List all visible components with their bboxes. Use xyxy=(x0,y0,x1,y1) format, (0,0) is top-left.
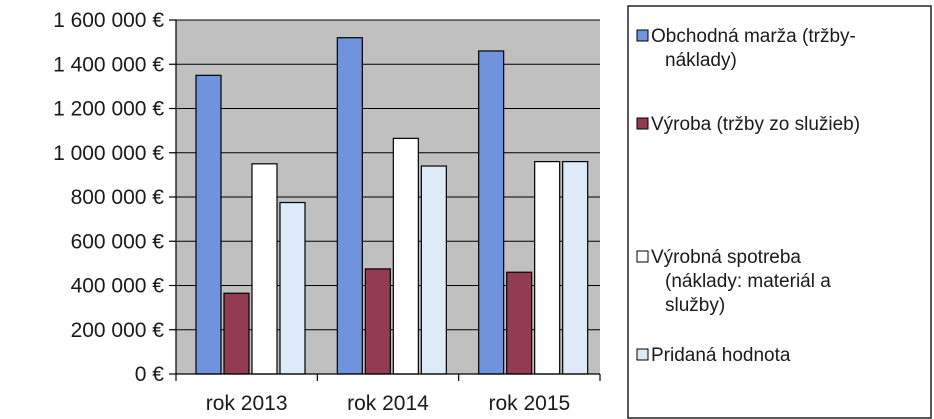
bars xyxy=(195,37,589,375)
legend-label: Výrobná spotreba (náklady: materiál a služ… xyxy=(651,247,831,316)
y-tick-label: 800 000 € xyxy=(71,186,165,209)
x-tick-label: rok 2015 xyxy=(488,392,570,415)
legend-label: Výroba (tržby zo služieb) xyxy=(651,114,860,135)
legend-label-line: služby) xyxy=(665,295,725,316)
bar-3-2 xyxy=(392,137,419,375)
y-tick-label: 0 € xyxy=(135,363,165,386)
legend-swatch xyxy=(636,250,649,263)
legend-label-line: náklady) xyxy=(665,50,737,71)
legend-swatch xyxy=(636,117,649,130)
bar-4-3 xyxy=(562,161,589,375)
y-tick-label: 400 000 € xyxy=(71,275,165,298)
x-tick-label: rok 2013 xyxy=(206,392,288,415)
legend-label-line: Obchodná marža (tržby- xyxy=(651,26,856,47)
legend-label-line: (náklady: materiál a xyxy=(665,271,831,292)
bar-1-1 xyxy=(195,74,222,375)
bar-2-2 xyxy=(364,268,391,375)
bar-4-2 xyxy=(420,165,447,375)
bar-3-1 xyxy=(251,163,278,375)
legend-label: Obchodná marža (tržby-náklady) xyxy=(651,26,856,71)
x-axis: rok 2013 rok 2014 rok 2015 xyxy=(175,373,601,415)
bar-3-3 xyxy=(534,161,561,375)
bar-2-3 xyxy=(506,271,533,375)
bar-2-1 xyxy=(223,292,250,375)
y-axis: 0 € 200 000 € 400 000 € 600 000 € 800 000 € 1… xyxy=(53,9,177,386)
legend-label: Pridaná hodnota xyxy=(651,345,791,366)
legend-box xyxy=(627,5,932,419)
y-tick-label: 200 000 € xyxy=(71,319,165,342)
legend-label-line: Pridaná hodnota xyxy=(651,345,791,366)
y-tick-label: 1 200 000 € xyxy=(53,98,164,121)
bar-1-2 xyxy=(336,37,363,375)
legend-swatch xyxy=(636,29,649,42)
x-tick-label: rok 2014 xyxy=(347,392,429,415)
legend-label-line: Výroba (tržby zo služieb) xyxy=(651,114,860,135)
bar-4-1 xyxy=(279,201,306,375)
legend-swatch xyxy=(636,348,649,361)
y-tick-label: 1 000 000 € xyxy=(53,142,164,165)
legend: Obchodná marža (tržby-náklady) Výroba (tr… xyxy=(636,26,860,366)
bar-1-3 xyxy=(478,50,505,375)
y-tick-label: 1 400 000 € xyxy=(53,53,164,76)
legend-label-line: Výrobná spotreba xyxy=(651,247,801,268)
y-tick-label: 1 600 000 € xyxy=(53,9,164,32)
y-tick-label: 600 000 € xyxy=(71,230,165,253)
